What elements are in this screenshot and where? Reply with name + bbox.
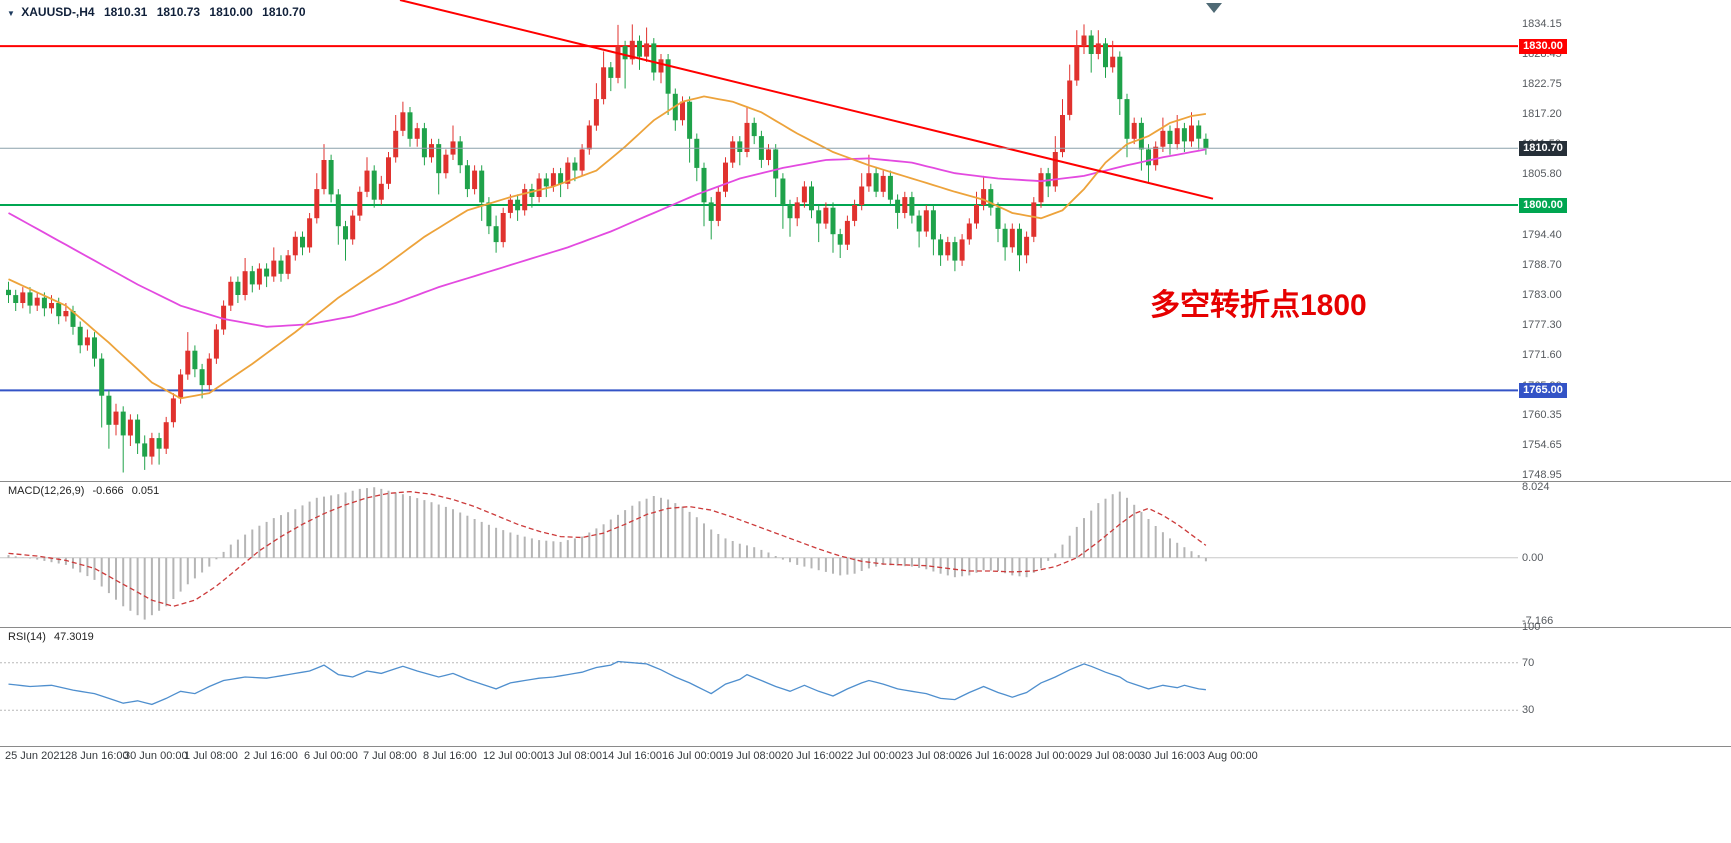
price-tick-label: 1748.95 xyxy=(1522,469,1562,481)
price-tick-label: 1817.20 xyxy=(1522,108,1562,120)
time-tick-label: 2 Jul 16:00 xyxy=(244,750,298,762)
rsi-value: 47.3019 xyxy=(53,631,94,643)
price-tick-label: 1834.15 xyxy=(1522,18,1562,30)
price-badge: 1800.00 xyxy=(1519,198,1567,213)
time-tick-label: 29 Jul 08:00 xyxy=(1080,750,1140,762)
rsi-axis-label: 70 xyxy=(1522,657,1535,669)
time-tick-label: 19 Jul 08:00 xyxy=(721,750,781,762)
macd-indicator-label: MACD(12,26,9) -0.666 0.051 xyxy=(8,485,164,497)
time-tick-label: 30 Jul 16:00 xyxy=(1139,750,1199,762)
time-tick-label: 7 Jul 08:00 xyxy=(363,750,417,762)
annotation-text: 多空转折点1800 xyxy=(1150,289,1367,322)
time-tick-label: 22 Jul 00:00 xyxy=(841,750,901,762)
price-tick-label: 1783.00 xyxy=(1522,289,1562,301)
rsi-indicator-label: RSI(14) 47.3019 xyxy=(8,631,99,643)
macd-axis-label: 8.024 xyxy=(1522,481,1550,493)
price-badge: 1810.70 xyxy=(1519,141,1567,156)
rsi-name: RSI(14) xyxy=(8,631,46,643)
chart-shift-marker[interactable] xyxy=(1206,3,1222,13)
time-tick-label: 28 Jul 00:00 xyxy=(1020,750,1080,762)
price-tick-label: 1754.65 xyxy=(1522,439,1562,451)
time-tick-label: 1 Jul 08:00 xyxy=(184,750,238,762)
ohlc-close: 1810.70 xyxy=(262,5,306,19)
ohlc-low: 1810.00 xyxy=(209,5,253,19)
macd-main-value: -0.666 xyxy=(92,485,124,497)
time-tick-label: 16 Jul 00:00 xyxy=(662,750,722,762)
price-tick-label: 1794.40 xyxy=(1522,229,1562,241)
symbol-period-label: XAUUSD-,H4 xyxy=(21,5,95,19)
time-tick-label: 6 Jul 00:00 xyxy=(304,750,358,762)
symbol-info: ▼ XAUUSD-,H4 1810.31 1810.73 1810.00 181… xyxy=(7,5,312,19)
rsi-axis-label: 30 xyxy=(1522,704,1535,716)
time-tick-label: 20 Jul 16:00 xyxy=(781,750,841,762)
time-tick-label: 8 Jul 16:00 xyxy=(423,750,477,762)
price-badge: 1830.00 xyxy=(1519,39,1567,54)
time-tick-label: 12 Jul 00:00 xyxy=(483,750,543,762)
time-tick-label: 28 Jun 16:00 xyxy=(65,750,129,762)
rsi-axis-label: 100 xyxy=(1522,621,1541,633)
macd-signal-value: 0.051 xyxy=(131,485,160,497)
time-tick-label: 13 Jul 08:00 xyxy=(542,750,602,762)
price-tick-label: 1771.60 xyxy=(1522,349,1562,361)
time-tick-label: 25 Jun 2021 xyxy=(5,750,66,762)
price-tick-label: 1760.35 xyxy=(1522,409,1562,421)
price-tick-label: 1788.70 xyxy=(1522,259,1562,271)
time-tick-label: 26 Jul 16:00 xyxy=(960,750,1020,762)
time-tick-label: 3 Aug 00:00 xyxy=(1199,750,1258,762)
time-tick-label: 14 Jul 16:00 xyxy=(602,750,662,762)
time-tick-label: 23 Jul 08:00 xyxy=(901,750,961,762)
price-tick-label: 1777.30 xyxy=(1522,319,1562,331)
time-tick-label: 30 Jun 00:00 xyxy=(124,750,188,762)
price-tick-label: 1805.80 xyxy=(1522,168,1562,180)
price-tick-label: 1822.75 xyxy=(1522,78,1562,90)
macd-axis-label: 0.00 xyxy=(1522,552,1544,564)
macd-name: MACD(12,26,9) xyxy=(8,485,85,497)
macd-axis-label: -7.166 xyxy=(1522,615,1554,627)
symbol-marker-icon[interactable]: ▼ xyxy=(7,9,15,18)
price-badge: 1765.00 xyxy=(1519,383,1567,398)
ohlc-open: 1810.31 xyxy=(103,5,148,19)
ohlc-high: 1810.73 xyxy=(156,5,201,19)
